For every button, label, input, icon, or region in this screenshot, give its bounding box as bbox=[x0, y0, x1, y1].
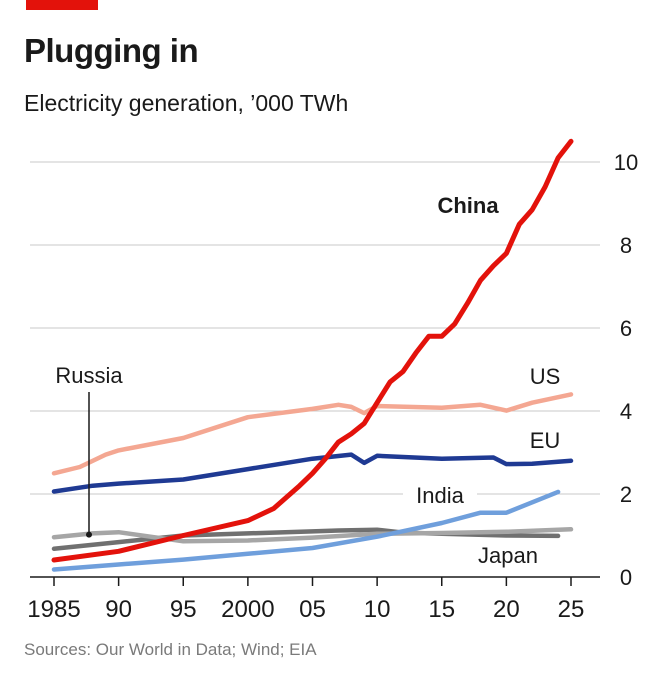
russia-label-dot bbox=[86, 531, 92, 538]
series-label-japan: Japan bbox=[478, 543, 538, 568]
series-label-eu: EU bbox=[530, 428, 561, 453]
gridlines bbox=[30, 161, 600, 495]
y-tick-label: 8 bbox=[620, 233, 632, 258]
y-tick-label: 6 bbox=[620, 316, 632, 341]
x-tick-label: 15 bbox=[428, 596, 455, 623]
x-tick-label: 90 bbox=[105, 596, 132, 623]
y-tick-label: 0 bbox=[620, 565, 632, 590]
x-tick-label: 2000 bbox=[221, 596, 274, 623]
series-labels: Japan Russia India EU US China bbox=[55, 193, 560, 568]
x-tick-label: 10 bbox=[364, 596, 391, 623]
y-axis-tick-labels: 0 2 4 6 8 10 bbox=[614, 150, 638, 590]
brand-red-tag bbox=[26, 0, 98, 10]
source-note: Sources: Our World in Data; Wind; EIA bbox=[24, 640, 317, 659]
x-tick-label: 20 bbox=[493, 596, 520, 623]
x-tick-label: 25 bbox=[558, 596, 585, 623]
y-tick-label: 10 bbox=[614, 150, 638, 175]
line-chart: 0 2 4 6 8 10 1985 90 95 2000 05 10 15 20 25 Japan Russ… bbox=[27, 138, 638, 623]
series-label-russia: Russia bbox=[55, 363, 123, 388]
series-label-india: India bbox=[416, 483, 464, 508]
chart-subtitle: Electricity generation, ’000 TWh bbox=[24, 90, 349, 116]
india-label-knockout bbox=[403, 483, 477, 511]
series-lines bbox=[51, 138, 574, 572]
y-tick-label: 4 bbox=[620, 399, 632, 424]
x-tick-label: 05 bbox=[299, 596, 326, 623]
series-line-china bbox=[51, 138, 574, 563]
series-line-india bbox=[51, 489, 561, 572]
series-line-eu bbox=[51, 452, 574, 494]
series-label-china: China bbox=[437, 193, 499, 218]
series-line-us bbox=[51, 392, 574, 476]
x-tick-label: 95 bbox=[170, 596, 197, 623]
series-label-us: US bbox=[530, 364, 561, 389]
series-line-russia bbox=[51, 527, 574, 544]
y-tick-label: 2 bbox=[620, 482, 632, 507]
x-axis: 1985 90 95 2000 05 10 15 20 25 bbox=[27, 576, 600, 623]
x-tick-label: 1985 bbox=[27, 596, 80, 623]
chart-title: Plugging in bbox=[24, 32, 199, 69]
